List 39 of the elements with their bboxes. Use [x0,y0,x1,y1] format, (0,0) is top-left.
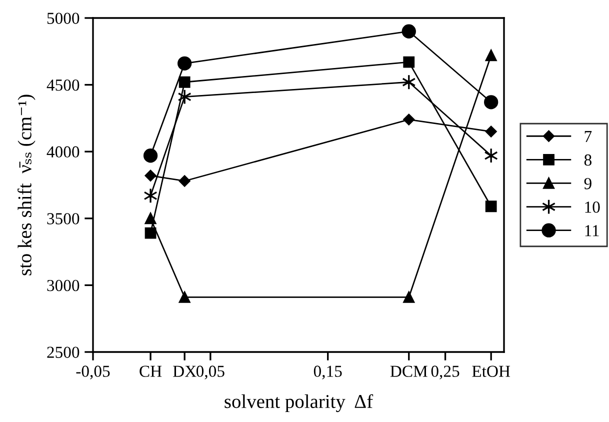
x-tick-label: 0,15 [314,366,342,380]
point [144,212,156,224]
y-tick-label: 4000 [46,146,80,158]
point [484,148,498,164]
x-tick-label: 0,25 [431,366,460,380]
x-tick-label: CH [140,366,162,377]
point [178,292,190,303]
y-tick-label: 5000 [47,12,80,24]
legend-label: 11 [585,225,599,236]
point [178,175,190,187]
x-tick-label: DX [173,366,196,377]
x-tick-label: DCM [390,366,428,377]
y-tick-label: 3000 [47,280,80,292]
point [484,95,498,110]
point [485,126,497,138]
point [178,76,190,88]
point [485,50,497,62]
y-tick-label: 2500 [47,346,80,358]
y-tick-label: 4500 [46,80,80,91]
point [144,227,156,239]
point [403,114,415,126]
legend-label: 8 [584,154,592,166]
x-tick-label: EtOH [472,366,510,377]
point [403,292,415,303]
legend-label: 7 [584,131,592,142]
point [144,170,156,182]
point [402,24,416,38]
legend-label: 10 [585,202,600,213]
x-axis-title: solvent polarity Δf [224,394,374,412]
point [403,56,415,68]
y-axis-title: sto kes shift ν̄ₛₛ (cm⁻¹) [18,94,36,276]
legend-label: 9 [584,178,592,190]
x-tick-label: 0,05 [196,366,224,380]
y-tick-label: 3500 [47,213,80,224]
point [485,200,497,212]
x-tick-label: -0,05 [76,366,110,380]
point [178,56,192,71]
point [143,148,158,163]
point [144,188,158,204]
